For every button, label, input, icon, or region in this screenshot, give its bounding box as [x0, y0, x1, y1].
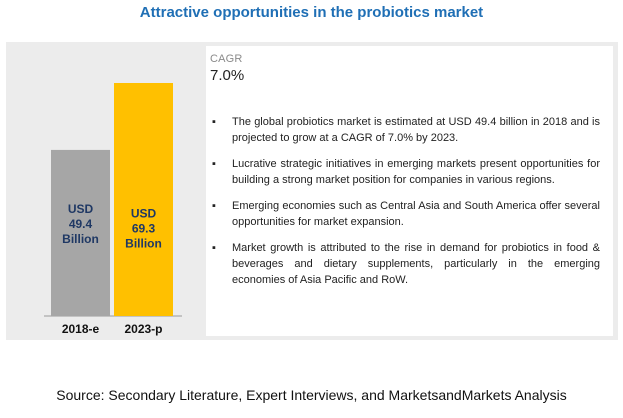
key-point: ▪ Lucrative strategic initiatives in emer… [212, 156, 600, 188]
key-point: ▪ The global probiotics market is estimat… [212, 114, 600, 146]
bullet-icon: ▪ [212, 116, 216, 128]
infographic-panel: USD 49.4 Billion 2018-e USD 69.3 Billion 2023-p [6, 42, 618, 340]
bullet-icon: ▪ [212, 200, 216, 212]
key-point-text: Market growth is attributed to the rise … [232, 242, 600, 286]
bar-2023-p [114, 83, 173, 316]
x-tick-label: 2023-p [124, 322, 162, 336]
key-point: ▪ Emerging economies such as Central Asia… [212, 198, 600, 230]
bar-data-label: 69.3 [132, 222, 156, 236]
bar-data-label: Billion [125, 237, 162, 251]
summary-box [206, 46, 613, 336]
chart-title: Attractive opportunities in the probioti… [139, 4, 484, 21]
source-note: Source: Secondary Literature, Expert Int… [56, 387, 567, 403]
bar-data-label: USD [68, 202, 94, 216]
cagr-label: CAGR [210, 53, 243, 65]
bullet-icon: ▪ [212, 158, 216, 170]
cagr-value: 7.0% [210, 67, 245, 84]
x-tick-label: 2018-e [62, 322, 100, 336]
key-point-text: The global probiotics market is estimate… [232, 116, 600, 144]
bar-data-label: USD [131, 207, 157, 221]
bar-data-label: Billion [62, 232, 99, 246]
bar-chart: USD 49.4 Billion 2018-e USD 69.3 Billion 2023-p [6, 42, 618, 340]
key-points-list: ▪ The global probiotics market is estimat… [212, 114, 600, 298]
key-point: ▪ Market growth is attributed to the rise… [212, 240, 600, 288]
bar-data-label: 49.4 [69, 217, 93, 231]
bar-2018-e [51, 149, 110, 316]
bullet-icon: ▪ [212, 242, 216, 254]
key-point-text: Lucrative strategic initiatives in emerg… [232, 158, 600, 186]
key-point-text: Emerging economies such as Central Asia … [232, 200, 600, 228]
